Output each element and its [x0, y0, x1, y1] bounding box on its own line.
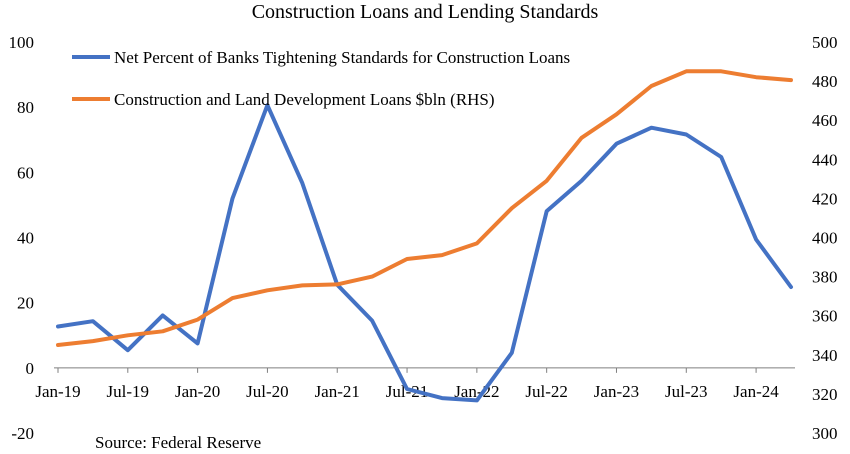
x-tick-label: Jul-19 [107, 382, 150, 401]
legend: Net Percent of Banks Tightening Standard… [72, 48, 570, 109]
series-group [56, 69, 793, 403]
right-tick-label: 300 [812, 424, 838, 443]
left-tick-label: 0 [26, 359, 35, 378]
right-tick-label: 420 [812, 189, 838, 208]
series-line-2 [56, 69, 793, 347]
left-tick-label: 100 [9, 33, 35, 52]
legend-label-2: Construction and Land Development Loans … [114, 90, 495, 109]
series-line-1 [56, 103, 793, 403]
right-tick-label: 460 [812, 111, 838, 130]
x-tick-label: Jul-20 [246, 382, 289, 401]
left-axis: -20 0 20 40 60 80 100 [9, 33, 35, 443]
right-tick-label: 440 [812, 150, 838, 169]
left-tick-label: 40 [17, 229, 34, 248]
right-tick-label: 320 [812, 385, 838, 404]
right-tick-label: 380 [812, 268, 838, 287]
x-tick-label: Jul-22 [525, 382, 568, 401]
x-tick-label: Jan-24 [733, 382, 779, 401]
x-tick-label: Jul-23 [665, 382, 708, 401]
left-tick-label: 20 [17, 294, 34, 313]
left-tick-label: 60 [17, 163, 34, 182]
x-tick-label: Jan-23 [594, 382, 639, 401]
right-tick-label: 360 [812, 307, 838, 326]
right-axis: 300 320 340 360 380 400 420 440 460 480 500 [812, 33, 838, 443]
x-tick-label: Jan-20 [175, 382, 220, 401]
right-tick-label: 480 [812, 72, 838, 91]
source-note: Source: Federal Reserve [95, 433, 261, 452]
left-tick-label: -20 [11, 424, 34, 443]
left-tick-label: 80 [17, 98, 34, 117]
x-axis: Jan-19 Jul-19 Jan-20 Jul-20 Jan-21 Jul-21 Jan-… [35, 367, 779, 401]
x-tick-label: Jan-21 [315, 382, 360, 401]
x-tick-label: Jul-21 [386, 382, 429, 401]
right-tick-label: 400 [812, 229, 838, 248]
x-tick-label: Jan-19 [35, 382, 80, 401]
right-tick-label: 340 [812, 346, 838, 365]
chart-title: Construction Loans and Lending Standards [252, 1, 599, 23]
right-tick-label: 500 [812, 33, 838, 52]
legend-label-1: Net Percent of Banks Tightening Standard… [114, 48, 570, 67]
